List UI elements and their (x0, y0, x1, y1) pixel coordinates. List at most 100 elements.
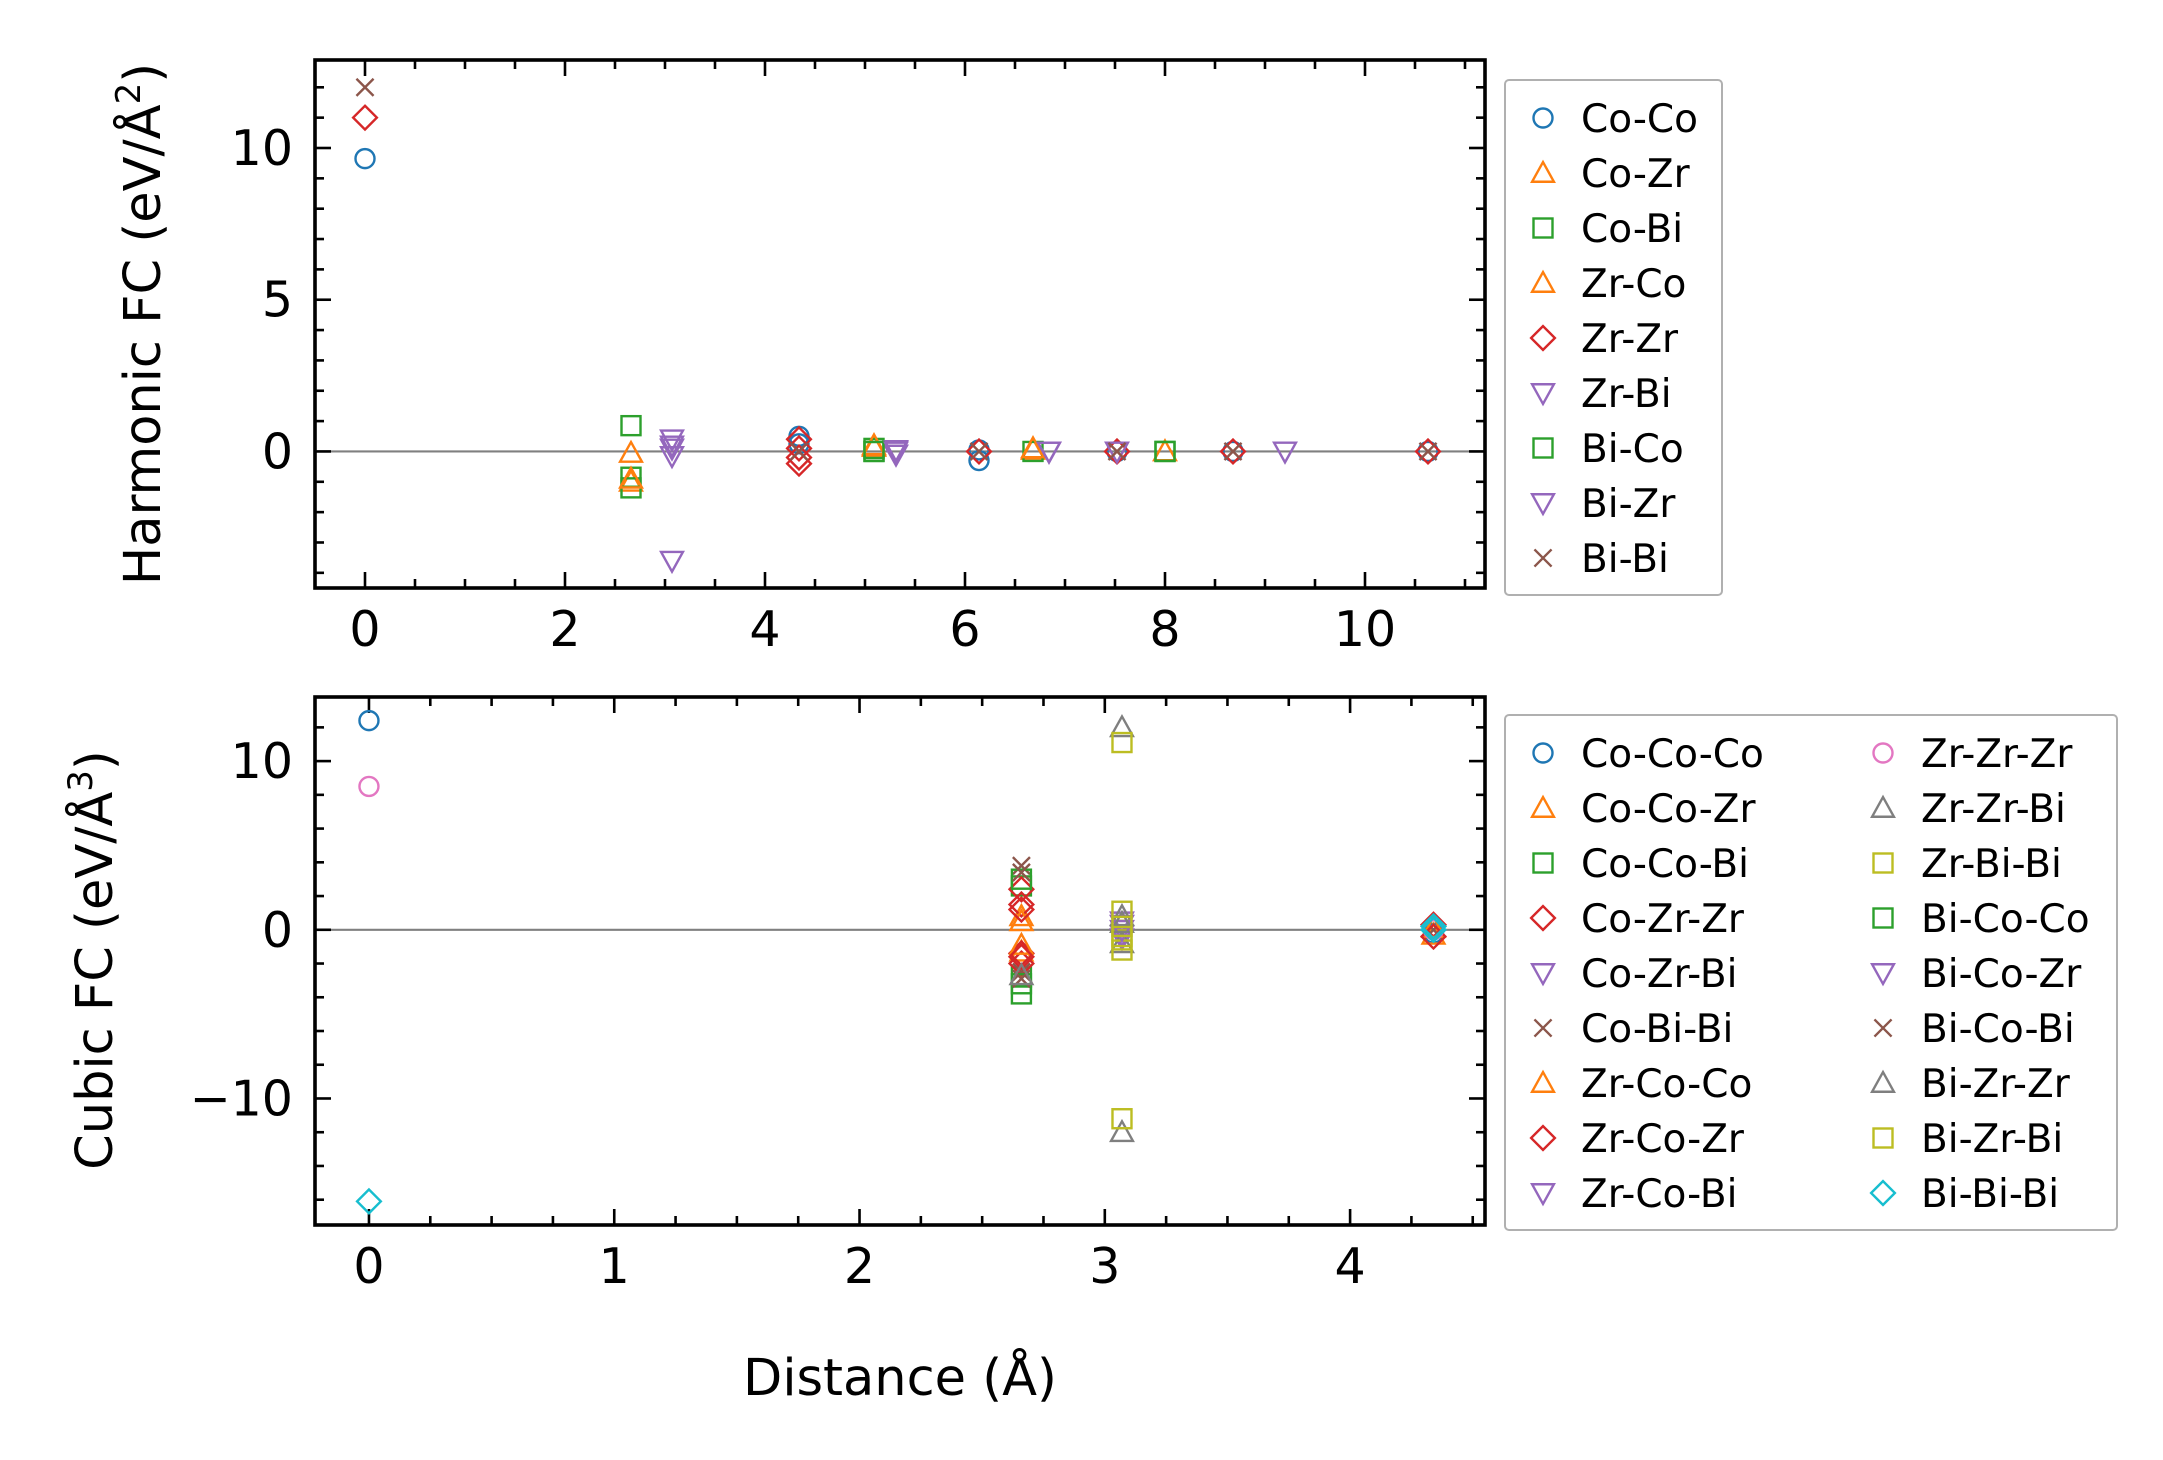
harmonic-point-bi-zr (883, 441, 909, 465)
harmonic-point-co-zr (618, 468, 644, 492)
harmonic-y-tick-label: 5 (262, 272, 293, 329)
cubic-point-bi-bi-bi (1419, 916, 1448, 944)
cubic-point-zr-co-co (1008, 931, 1035, 955)
harmonic-legend-marker-bi-co (1532, 437, 1554, 459)
harmonic-series-bi-zr (659, 435, 1062, 575)
harmonic-point-co-co (1222, 440, 1244, 463)
cubic-series-zr-co-zr (1007, 895, 1448, 971)
cubic-legend-label: Zr-Zr-Zr (1921, 732, 2073, 777)
cubic-point-zr-zr-bi (1109, 902, 1135, 927)
cubic-point-zr-zr-bi (1109, 929, 1135, 954)
cubic-legend-entry-zr-zr-zr: Zr-Zr-Zr (1872, 732, 2073, 777)
harmonic-series-bi-co (863, 440, 1176, 463)
cubic-legend-entry-zr-co-zr: Zr-Co-Zr (1529, 1117, 1745, 1162)
cubic-legend: Co-Co-Co Co-Co-Zr Co-Co-Bi Co-Zr-Zr Co-Zr-Bi… (1504, 714, 2118, 1231)
cubic-legend-entry-zr-zr-bi: Zr-Zr-Bi (1870, 787, 2066, 832)
harmonic-legend-entry-zr-co: Zr-Co (1530, 262, 1686, 307)
cubic-x-tick-label: 4 (1335, 1238, 1366, 1295)
cubic-legend-marker-bi-bi-bi (1869, 1179, 1897, 1207)
harmonic-legend-entry-co-bi: Co-Bi (1532, 207, 1683, 252)
harmonic-point-zr-bi (659, 446, 685, 470)
cubic-fc-panel: 0 1 2 3 4 −10 0 10 Cubic FC (eV/Å3) Distance (Å… (61, 695, 2118, 1408)
cubic-legend-label: Zr-Bi-Bi (1921, 842, 2062, 887)
harmonic-point-bi-bi (1223, 442, 1243, 461)
cubic-legend-marker-co-co-bi (1532, 852, 1554, 874)
cubic-legend-marker-zr-co-bi (1530, 1183, 1556, 1207)
cubic-point-co-bi-bi (1012, 856, 1031, 876)
cubic-legend-entry-bi-bi-bi: Bi-Bi-Bi (1869, 1172, 2059, 1217)
cubic-point-zr-zr-bi (1109, 713, 1135, 738)
harmonic-point-bi-bi (1418, 442, 1438, 461)
cubic-legend-entry-zr-bi-bi: Zr-Bi-Bi (1872, 842, 2062, 887)
cubic-point-zr-zr-zr (358, 775, 380, 798)
harmonic-point-zr-bi (659, 438, 685, 462)
cubic-legend-label: Co-Co-Co (1581, 732, 1764, 777)
cubic-series-co-bi-bi (1012, 856, 1443, 982)
cubic-legend-label: Co-Co-Bi (1581, 842, 1749, 887)
harmonic-legend-marker-co-bi (1532, 217, 1554, 239)
cubic-series-bi-zr-zr (1008, 909, 1135, 1143)
harmonic-legend-label: Co-Co (1581, 97, 1698, 142)
cubic-legend-entry-bi-co-co: Bi-Co-Co (1872, 897, 2090, 942)
harmonic-point-zr-zr (351, 104, 379, 132)
harmonic-x-tick-label: 4 (749, 601, 780, 658)
cubic-point-zr-co-co (1008, 907, 1035, 932)
harmonic-x-tick-label: 6 (949, 601, 980, 658)
cubic-legend-label: Bi-Zr-Bi (1921, 1117, 2063, 1162)
cubic-legend-marker-bi-co-bi (1873, 1018, 1893, 1038)
harmonic-legend-label: Bi-Co (1581, 427, 1684, 472)
harmonic-series-zr-zr (351, 104, 1442, 478)
harmonic-point-zr-bi (1272, 441, 1298, 465)
cubic-data-points (355, 709, 1448, 1215)
harmonic-point-zr-zr (965, 437, 993, 466)
cubic-legend-label: Bi-Co-Bi (1921, 1007, 2075, 1052)
cubic-x-tick-label: 1 (599, 1238, 630, 1295)
cubic-x-tick-label: 0 (353, 1238, 384, 1295)
cubic-legend-marker-bi-co-co (1872, 907, 1894, 929)
cubic-legend-label: Bi-Co-Co (1921, 897, 2090, 942)
harmonic-plot-frame (313, 58, 1487, 590)
harmonic-legend-label: Zr-Bi (1581, 372, 1672, 417)
harmonic-legend-entry-co-co: Co-Co (1532, 97, 1698, 142)
cubic-legend-entry-co-co-co: Co-Co-Co (1532, 732, 1764, 777)
harmonic-tick-labels: 0 2 4 6 8 10 0 5 10 (231, 120, 1397, 658)
harmonic-point-bi-zr (659, 435, 685, 459)
cubic-legend-marker-zr-zr-bi (1870, 794, 1896, 818)
cubic-point-bi-bi-bi (1419, 912, 1448, 940)
cubic-legend-entry-co-co-zr: Co-Co-Zr (1530, 787, 1756, 832)
cubic-series-bi-bi-bi (355, 912, 1448, 1215)
harmonic-legend-label: Zr-Zr (1581, 317, 1679, 362)
cubic-y-axis-label: Cubic FC (eV/Å3) (61, 750, 125, 1170)
cubic-legend-label: Bi-Co-Zr (1921, 952, 2082, 997)
cubic-legend-marker-zr-bi-bi (1872, 852, 1894, 874)
harmonic-legend-entry-zr-zr: Zr-Zr (1529, 317, 1679, 362)
harmonic-x-tick-label: 2 (549, 601, 580, 658)
cubic-point-bi-zr-zr (1109, 1118, 1135, 1143)
cubic-x-axis-label: Distance (Å) (743, 1346, 1057, 1408)
harmonic-series-zr-co (618, 431, 1046, 489)
cubic-point-bi-co-bi (1012, 863, 1031, 882)
harmonic-point-zr-zr (1219, 437, 1247, 466)
cubic-legend-entry-bi-co-bi: Bi-Co-Bi (1873, 1007, 2075, 1052)
cubic-series-zr-co-co (1008, 907, 1447, 955)
harmonic-point-co-co (354, 147, 376, 170)
cubic-legend-marker-bi-zr-bi (1872, 1127, 1894, 1149)
cubic-point-bi-zr-zr (1109, 909, 1135, 933)
cubic-series-zr-zr-zr (358, 775, 1445, 941)
cubic-x-tick-label: 2 (844, 1238, 875, 1295)
cubic-series-co-co-co (358, 709, 1445, 944)
harmonic-point-co-co (1417, 440, 1439, 463)
cubic-y-tick-label: −10 (190, 1070, 293, 1127)
cubic-series-co-co-zr (1008, 902, 1447, 962)
cubic-legend-label: Zr-Zr-Bi (1921, 787, 2066, 832)
harmonic-point-bi-bi (789, 442, 809, 461)
harmonic-x-tick-label: 0 (349, 601, 380, 658)
cubic-point-bi-bi-bi (355, 1187, 383, 1215)
cubic-y-tick-label: 10 (231, 733, 293, 790)
cubic-legend-marker-co-bi-bi (1533, 1018, 1553, 1038)
cubic-legend-label: Bi-Zr-Zr (1921, 1062, 2071, 1107)
cubic-legend-marker-co-zr-zr (1529, 904, 1557, 932)
cubic-legend-marker-co-co-co (1532, 742, 1554, 764)
harmonic-axis-ticks (313, 60, 1485, 588)
harmonic-legend-label: Bi-Zr (1581, 482, 1676, 527)
